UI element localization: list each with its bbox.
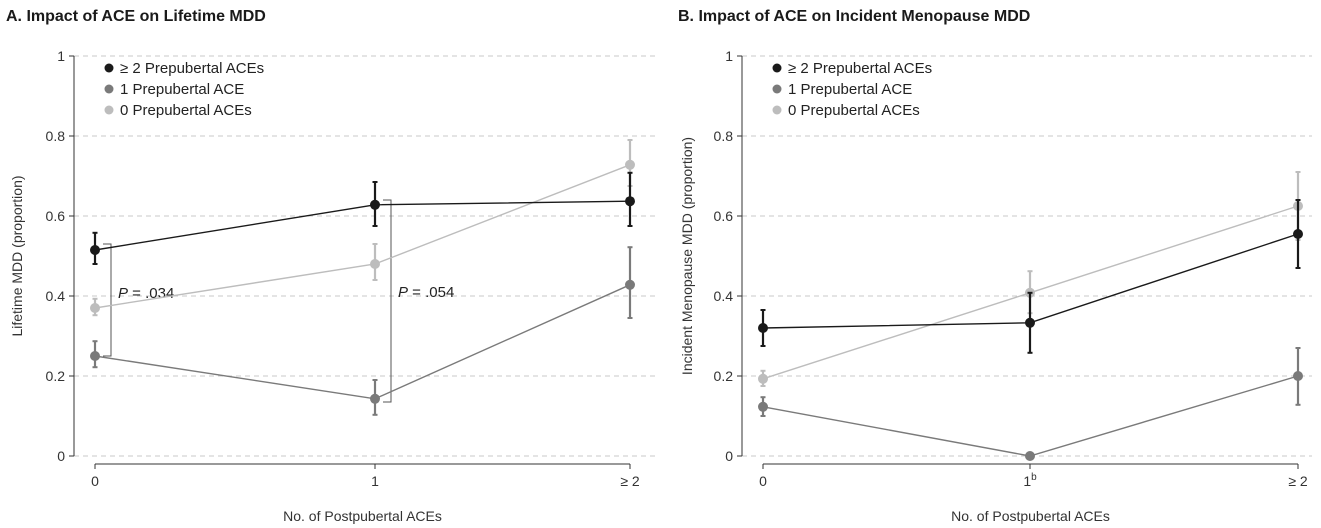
legend-zero-label: 0 Prepubertal ACEs bbox=[788, 102, 920, 119]
y-tick-label: 0 bbox=[725, 448, 733, 464]
series-line bbox=[94, 284, 631, 400]
series-top bbox=[90, 171, 635, 265]
data-point bbox=[625, 196, 635, 207]
legend-one-label: 1 Prepubertal ACE bbox=[788, 81, 912, 98]
p-value-label: P = .054 bbox=[398, 284, 454, 301]
x-tick-label: ≥ 2 bbox=[620, 473, 640, 489]
data-point bbox=[370, 393, 380, 404]
series-zero bbox=[758, 171, 1303, 387]
y-tick-label: 1 bbox=[57, 48, 65, 64]
legend-one-label: 1 Prepubertal ACE bbox=[120, 81, 244, 98]
data-point bbox=[90, 303, 100, 313]
legend-zero-marker bbox=[772, 105, 782, 115]
legend-top-marker bbox=[772, 63, 782, 73]
y-tick-label: 0.4 bbox=[46, 288, 66, 304]
significance-bracket bbox=[383, 199, 392, 403]
data-point bbox=[90, 351, 100, 361]
y-tick-label: 0 bbox=[57, 448, 65, 464]
y-tick-label: 0.2 bbox=[714, 368, 734, 384]
legend-one-marker bbox=[104, 84, 114, 94]
legend-top-marker bbox=[104, 63, 114, 73]
series-line bbox=[94, 200, 631, 251]
data-point bbox=[625, 159, 635, 170]
series-top bbox=[758, 199, 1303, 354]
data-point bbox=[1293, 371, 1303, 381]
legend-top-label: ≥ 2 Prepubertal ACEs bbox=[120, 60, 264, 77]
p-symbol: P bbox=[398, 284, 408, 301]
y-tick-label: 0.6 bbox=[46, 208, 66, 224]
y-axis-label: Lifetime MDD (proportion) bbox=[9, 175, 25, 336]
x-tick-label: 0 bbox=[91, 473, 99, 489]
series-one bbox=[758, 347, 1303, 461]
p-symbol: P bbox=[118, 285, 128, 302]
legend-zero-label: 0 Prepubertal ACEs bbox=[120, 102, 252, 119]
data-point bbox=[625, 279, 635, 290]
p-value: = .054 bbox=[408, 284, 454, 301]
data-point bbox=[758, 323, 768, 333]
x-tick-label: 0 bbox=[759, 473, 767, 489]
data-point bbox=[370, 199, 380, 210]
significance-bracket bbox=[103, 243, 112, 357]
data-point bbox=[370, 259, 380, 269]
x-tick-label: 1 bbox=[371, 473, 379, 489]
legend-zero-marker bbox=[104, 105, 114, 115]
legend: ≥ 2 Prepubertal ACEs 1 Prepubertal ACE 0 P… bbox=[104, 60, 264, 119]
y-tick-label: 0.6 bbox=[714, 208, 734, 224]
legend-top-label: ≥ 2 Prepubertal ACEs bbox=[788, 60, 932, 77]
series-line bbox=[762, 375, 1299, 457]
chart-title: B. Impact of ACE on Incident Menopause M… bbox=[678, 8, 1030, 25]
data-point bbox=[758, 373, 768, 384]
data-point bbox=[758, 401, 768, 412]
x-tick-superscript: b bbox=[1031, 472, 1037, 483]
y-tick-label: 0.8 bbox=[46, 128, 66, 144]
data-point bbox=[1025, 317, 1035, 328]
y-axis-label: Incident Menopause MDD (proportion) bbox=[679, 137, 695, 375]
y-tick-label: 0.4 bbox=[714, 288, 734, 304]
y-tick-label: 0.8 bbox=[714, 128, 734, 144]
legend-one-marker bbox=[772, 84, 782, 94]
x-tick-label: ≥ 2 bbox=[1288, 473, 1308, 489]
x-axis-label: No. of Postpubertal ACEs bbox=[951, 508, 1110, 524]
panel-b: B. Impact of ACE on Incident Menopause M… bbox=[678, 8, 1312, 524]
series-one bbox=[90, 246, 635, 416]
x-tick-label: 1b bbox=[1023, 472, 1037, 489]
data-point bbox=[1025, 451, 1035, 461]
data-point bbox=[90, 245, 100, 255]
panel-a: A. Impact of ACE on Lifetime MDD 0 0.2 0.4 0… bbox=[6, 8, 656, 524]
legend: ≥ 2 Prepubertal ACEs 1 Prepubertal ACE 0 P… bbox=[772, 60, 932, 119]
y-tick-label: 1 bbox=[725, 48, 733, 64]
chart-title: A. Impact of ACE on Lifetime MDD bbox=[6, 8, 266, 25]
x-axis-label: No. of Postpubertal ACEs bbox=[283, 508, 442, 524]
data-point bbox=[1293, 229, 1303, 239]
y-tick-label: 0.2 bbox=[46, 368, 66, 384]
